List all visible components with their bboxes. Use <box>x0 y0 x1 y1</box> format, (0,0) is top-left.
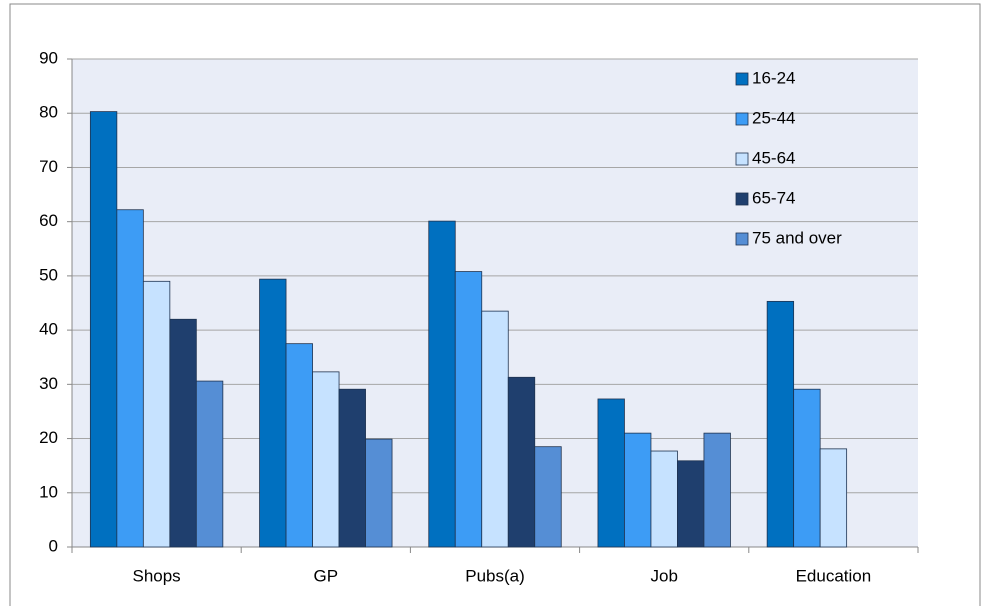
bar <box>142 280 171 548</box>
y-tick-label: 40 <box>39 320 58 339</box>
legend-label: 75 and over <box>752 228 842 247</box>
y-tick-label: 50 <box>39 265 58 284</box>
bar <box>195 380 224 548</box>
bar <box>650 450 678 548</box>
y-tick-label: 80 <box>39 103 58 122</box>
bar <box>428 220 456 548</box>
bar <box>677 460 705 548</box>
legend-swatch <box>735 192 749 206</box>
bar <box>116 209 144 548</box>
bar <box>534 446 562 548</box>
bar <box>285 343 313 548</box>
legend-label: 16-24 <box>752 68 795 87</box>
legend-swatch <box>735 152 749 166</box>
bar <box>481 310 509 548</box>
x-tick-label: GP <box>314 566 339 585</box>
bar <box>597 398 625 548</box>
legend-label: 65-74 <box>752 188 795 207</box>
bar <box>454 271 483 548</box>
bar <box>89 111 118 548</box>
y-tick-label: 30 <box>39 374 58 393</box>
x-tick-label: Shops <box>132 566 180 585</box>
legend-swatch <box>735 112 749 126</box>
y-tick-label: 0 <box>49 536 58 555</box>
y-tick-label: 10 <box>39 482 58 501</box>
bar <box>793 388 821 548</box>
bar <box>312 371 340 548</box>
bar <box>819 448 848 548</box>
y-tick-label: 60 <box>39 211 58 230</box>
x-tick-label: Education <box>796 566 872 585</box>
x-tick-label: Pubs(a) <box>465 566 525 585</box>
legend-swatch <box>735 232 749 246</box>
x-tick-label: Job <box>650 566 677 585</box>
bar <box>169 318 197 548</box>
legend-swatch <box>735 72 749 86</box>
y-tick-label: 20 <box>39 428 58 447</box>
bar <box>624 432 652 548</box>
bar <box>259 278 287 548</box>
legend-label: 45-64 <box>752 148 795 167</box>
y-tick-label: 90 <box>39 48 58 67</box>
bar <box>338 388 366 548</box>
bar <box>507 376 536 548</box>
y-tick-label: 70 <box>39 157 58 176</box>
bar <box>703 432 731 548</box>
bar <box>766 300 795 548</box>
bar <box>365 438 393 548</box>
legend-label: 25-44 <box>752 108 795 127</box>
